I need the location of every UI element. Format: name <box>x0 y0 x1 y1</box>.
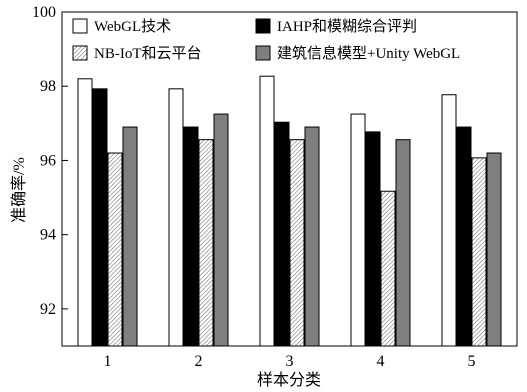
bar-cat4-series4 <box>395 139 411 347</box>
bar-cat5-series1 <box>441 94 457 347</box>
x-tick-label: 5 <box>468 353 476 370</box>
legend-label: WebGL技术 <box>94 18 171 35</box>
bar-cat4-series2 <box>365 131 381 347</box>
legend-swatch <box>255 18 271 34</box>
bar-cat5-series3 <box>471 157 487 347</box>
y-tick-label: 100 <box>32 4 56 21</box>
y-tick-label: 96 <box>40 152 56 169</box>
y-axis-title: 准确率/% <box>10 157 28 223</box>
bar-cat2-series2 <box>183 126 199 347</box>
x-axis-title: 样本分类 <box>257 371 321 389</box>
legend: WebGL技术 IAHP和模糊综合评判 NB-IoT和云平台 建筑信息模型+Unity… <box>72 18 460 62</box>
x-tick-label: 3 <box>286 353 294 370</box>
x-tick-label: 1 <box>104 353 112 370</box>
bar-cat2-series1 <box>168 88 184 347</box>
bar-cat2-series4 <box>213 113 229 347</box>
legend-swatch <box>72 18 88 34</box>
x-tick-label: 4 <box>377 353 385 370</box>
bar-cat4-series1 <box>350 113 366 347</box>
bar-cat3-series4 <box>304 126 320 347</box>
bar-cat2-series3 <box>198 139 214 347</box>
bar-series-group <box>77 75 502 347</box>
bar-cat5-series2 <box>456 126 472 347</box>
legend-label: NB-IoT和云平台 <box>94 45 202 62</box>
legend-swatch <box>72 45 88 61</box>
legend-swatch <box>255 45 271 61</box>
x-tick-label: 2 <box>195 353 203 370</box>
legend-label: 建筑信息模型+Unity WebGL <box>277 45 460 62</box>
legend-label: IAHP和模糊综合评判 <box>277 18 417 35</box>
bar-cat1-series3 <box>107 152 123 347</box>
bar-cat5-series4 <box>486 152 502 347</box>
y-tick-label: 94 <box>40 227 56 244</box>
y-tick-label: 98 <box>40 78 56 95</box>
bar-cat3-series1 <box>259 75 275 347</box>
bar-cat1-series4 <box>122 126 138 347</box>
bar-cat3-series3 <box>289 139 305 347</box>
bar-cat3-series2 <box>274 121 290 347</box>
y-axis: 92 94 96 98 100 <box>32 4 68 318</box>
bar-cat1-series2 <box>92 88 108 347</box>
bar-cat4-series3 <box>380 190 396 347</box>
y-tick-label: 92 <box>40 301 56 318</box>
bar-cat1-series1 <box>77 78 93 347</box>
